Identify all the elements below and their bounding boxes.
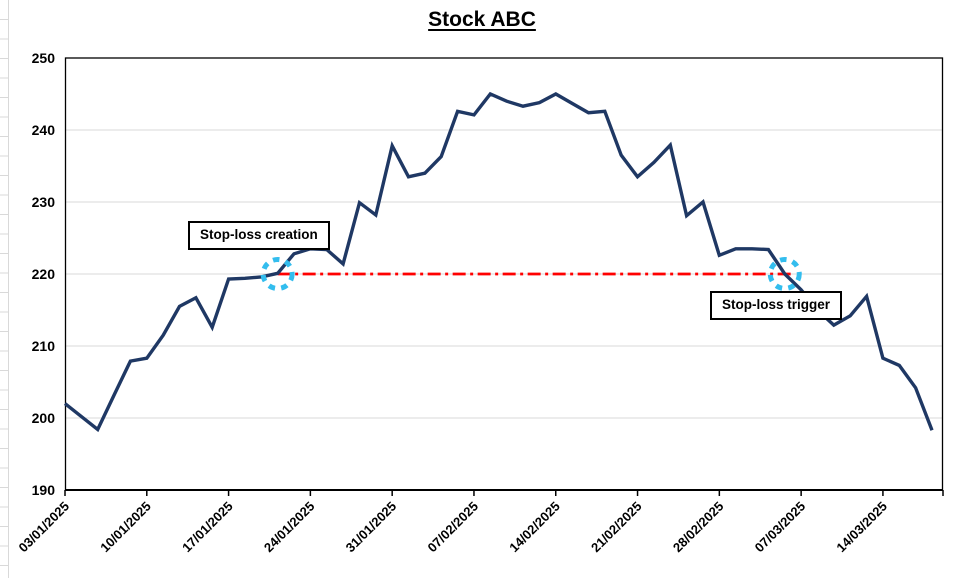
x-axis-tick-labels: 03/01/2025 10/01/2025 17/01/2025 24/01/2025… [15, 499, 890, 556]
highlight-circles [260, 257, 802, 291]
y-tick-label: 240 [32, 122, 56, 138]
highlight-circle-trigger [767, 257, 802, 291]
y-axis-tick-labels: 190 200 210 220 230 240 250 [32, 50, 56, 498]
x-tick-label: 10/01/2025 [97, 499, 154, 556]
worksheet-gridlines-sliver [0, 0, 9, 578]
x-tick-label: 07/02/2025 [424, 499, 481, 556]
price-line-series [63, 91, 934, 433]
annotation-stop-loss-creation: Stop-loss creation [188, 221, 330, 250]
highlight-circle-creation [260, 257, 295, 291]
x-tick-label: 21/02/2025 [588, 499, 645, 556]
chart-title: Stock ABC [0, 8, 964, 32]
x-tick-label: 28/02/2025 [670, 499, 727, 556]
x-tick-label: 14/03/2025 [833, 499, 890, 556]
y-tick-label: 230 [32, 194, 56, 210]
x-tick-label: 24/01/2025 [261, 499, 318, 556]
price-polyline [63, 91, 934, 433]
x-tick-label: 14/02/2025 [506, 499, 563, 556]
chart-title-text: Stock ABC [428, 8, 536, 31]
x-tick-label: 17/01/2025 [179, 499, 236, 556]
x-tick-label: 03/01/2025 [15, 499, 72, 556]
x-tick-label: 31/01/2025 [343, 499, 400, 556]
y-tick-label: 190 [32, 482, 56, 498]
axes-and-ticks [64, 489, 944, 497]
y-tick-label: 250 [32, 50, 56, 66]
x-tick-label: 07/03/2025 [752, 499, 809, 556]
annotation-stop-loss-trigger: Stop-loss trigger [710, 291, 843, 320]
y-tick-label: 200 [32, 410, 56, 426]
y-tick-label: 220 [32, 266, 56, 282]
y-tick-label: 210 [32, 338, 56, 354]
